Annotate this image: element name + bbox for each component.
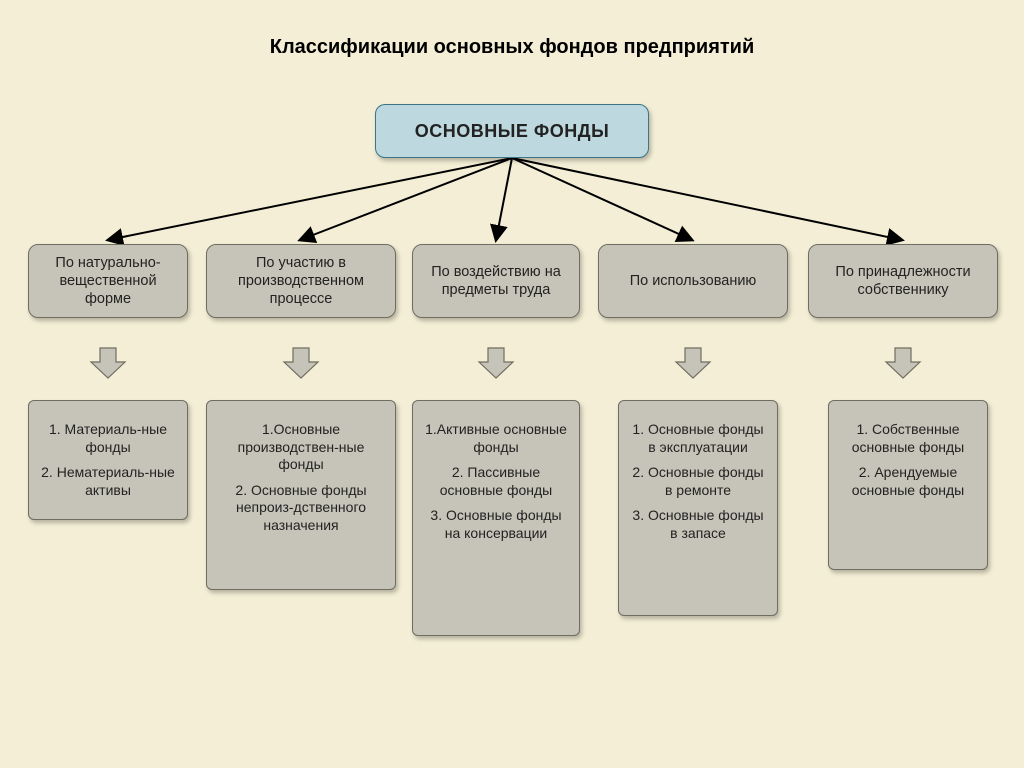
category-box: По воздействию на предметы труда [412,244,580,318]
category-label: По участию в производственном процессе [215,254,387,308]
leaf-item: 3. Основные фонды на консервации [423,507,569,542]
down-arrow-icon [884,346,922,380]
leaf-item: 2. Арендуемые основные фонды [839,464,977,499]
leaf-box: 1. Основные фонды в эксплуатации 2. Основ… [618,400,778,616]
leaf-item: 2. Пассивные основные фонды [423,464,569,499]
leaf-box: 1.Активные основные фонды 2. Пассивные ос… [412,400,580,636]
down-arrow-icon [89,346,127,380]
category-label: По натурально-вещественной форме [37,254,179,308]
leaf-item: 1. Материаль-ные фонды [39,421,177,456]
leaf-box: 1. Собственные основные фонды 2. Арендуем… [828,400,988,570]
root-node: ОСНОВНЫЕ ФОНДЫ [375,104,649,158]
leaf-item: 1. Основные фонды в эксплуатации [629,421,767,456]
category-label: По воздействию на предметы труда [421,263,571,299]
leaf-item: 1. Собственные основные фонды [839,421,977,456]
leaf-item: 1.Активные основные фонды [423,421,569,456]
down-arrow-icon [477,346,515,380]
leaf-box: 1.Основные производствен-ные фонды 2. Осн… [206,400,396,590]
leaf-item: 3. Основные фонды в запасе [629,507,767,542]
down-arrow-icon [674,346,712,380]
leaf-item: 2. Нематериаль-ные активы [39,464,177,499]
leaf-item: 2. Основные фонды в ремонте [629,464,767,499]
category-box: По принадлежности собственнику [808,244,998,318]
leaf-item: 1.Основные производствен-ные фонды [217,421,385,474]
category-box: По натурально-вещественной форме [28,244,188,318]
leaf-item: 2. Основные фонды непроиз-дственного наз… [217,482,385,535]
leaf-box: 1. Материаль-ные фонды 2. Нематериаль-ные… [28,400,188,520]
category-label: По использованию [630,272,757,290]
category-label: По принадлежности собственнику [817,263,989,299]
diagram-title: Классификации основных фондов предприяти… [0,36,1024,59]
root-label: ОСНОВНЫЕ ФОНДЫ [415,120,609,143]
category-box: По участию в производственном процессе [206,244,396,318]
diagram-stage: Классификации основных фондов предприяти… [0,0,1024,768]
category-box: По использованию [598,244,788,318]
down-arrow-icon [282,346,320,380]
